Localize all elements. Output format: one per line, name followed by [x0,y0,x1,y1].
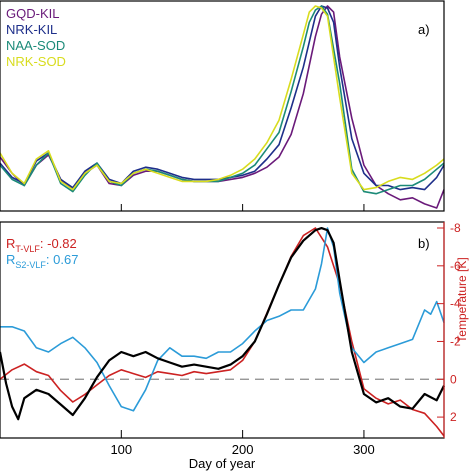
series-line-nrk-sod [0,5,445,191]
panel-a-series [0,5,445,209]
legend-entry-nrk-kil: NRK-KIL [6,22,57,37]
series-line-naa-sod [0,5,445,195]
right-tick-label: -2 [450,334,461,348]
right-tick-label: -8 [450,221,461,235]
right-tick-label: -6 [450,259,461,273]
x-tick-label: 300 [353,442,375,457]
x-tick-label: 100 [110,442,132,457]
correlation-annotation-s2-vlf: RS2-VLF: 0.67 [6,252,78,270]
right-axis-label: Temperature [K] [455,257,469,342]
panel-b-label: b) [418,236,430,251]
correlation-annotation-t-vlf: RT-VLF: -0.82 [6,236,77,254]
right-tick-label: -4 [450,297,461,311]
legend-entry-gqd-kil: GQD-KIL [6,6,59,21]
legend-entry-naa-sod: NAA-SOD [6,38,65,53]
series-line-s2 [0,227,445,412]
series-line-nrk-kil [0,5,445,191]
panel-a-label: a) [418,22,430,37]
series-line-vlf [0,227,445,421]
x-tick-label: 200 [232,442,254,457]
series-line-t [0,227,445,437]
right-axis-ticks: -8 -6 -4 -2 0 2 [437,221,461,424]
panel-b-series [0,227,445,437]
right-tick-label: 2 [450,410,457,424]
x-axis-label: Day of year [189,456,256,471]
right-tick-label: 0 [450,372,457,386]
panel-a-frame [0,0,445,212]
x-axis-ticks: 100 200 300 [110,204,375,457]
legend-entry-nrk-sod: NRK-SOD [6,54,66,69]
